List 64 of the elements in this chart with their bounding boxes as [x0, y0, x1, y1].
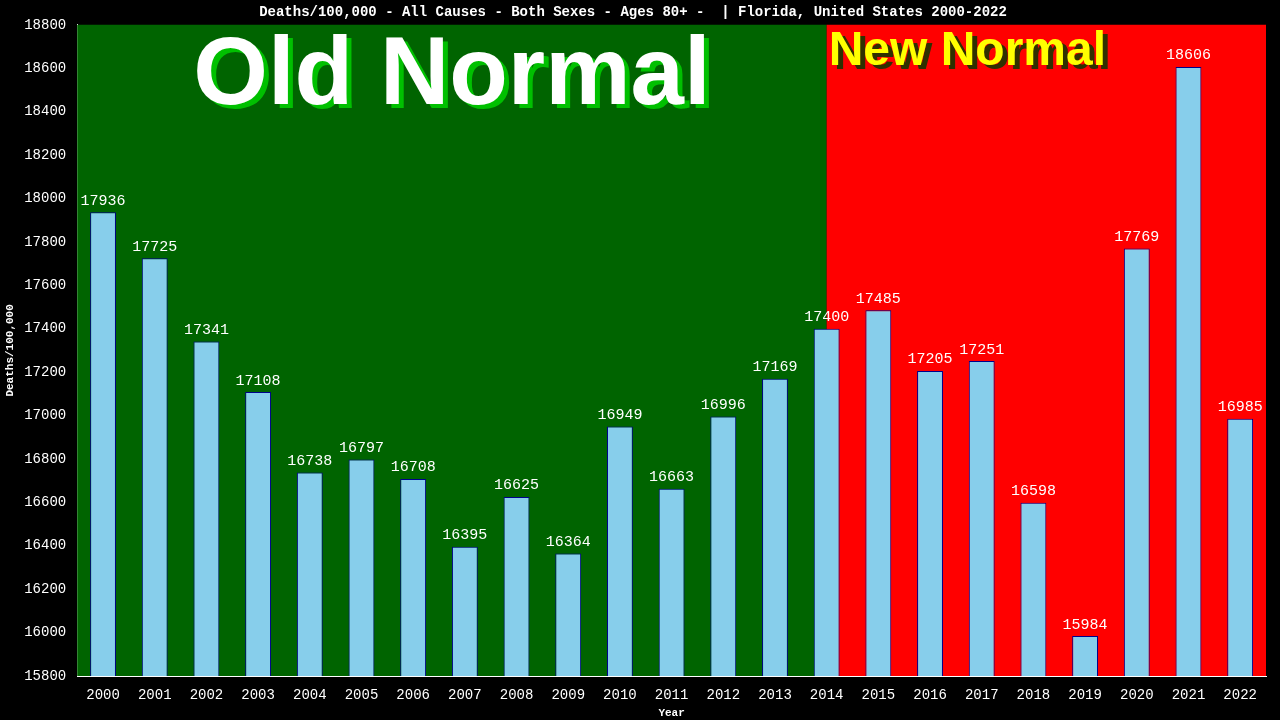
y-tick-label: 16400	[24, 537, 67, 554]
data-label: 16364	[545, 534, 591, 552]
x-tick-label: 2004	[292, 687, 327, 704]
x-tick-label: 2011	[654, 687, 689, 704]
y-tick-label: 18000	[24, 190, 67, 207]
x-tick-label: 2009	[551, 687, 586, 704]
data-label: 16663	[649, 469, 695, 487]
y-axis-title: Deaths/100,000	[4, 304, 17, 397]
y-tick-label: 15800	[24, 667, 67, 684]
y-tick-label: 18400	[24, 103, 67, 120]
y-tick-label: 17000	[24, 407, 67, 424]
x-tick-label: 2013	[758, 687, 792, 704]
data-label: 17769	[1114, 229, 1160, 247]
data-label: 16625	[494, 477, 540, 495]
y-tick-label: 17200	[24, 363, 67, 380]
data-label: 16598	[1010, 483, 1056, 501]
chart-title: Deaths/100,000 - All Causes - Both Sexes - Ages 80+ - | Florida, United States 2000-2022	[259, 3, 1007, 20]
x-tick-label: 2001	[137, 687, 172, 704]
x-tick-label: 2002	[189, 687, 224, 704]
x-tick-label: 2022	[1223, 687, 1257, 704]
data-label: 17251	[959, 341, 1005, 359]
data-label: 16395	[442, 527, 488, 545]
x-tick-label: 2017	[964, 687, 999, 704]
x-tick-label: 2007	[448, 687, 482, 704]
x-tick-label: 2021	[1171, 687, 1206, 704]
data-label: 16797	[338, 440, 384, 458]
x-tick-label: 2010	[603, 687, 637, 704]
data-label: 17936	[80, 192, 126, 210]
data-label: 17341	[183, 321, 229, 339]
x-tick-label: 2016	[913, 687, 947, 704]
x-tick-label: 2006	[396, 687, 430, 704]
data-label: 17485	[855, 290, 901, 308]
data-label: 17108	[235, 372, 281, 390]
x-tick-label: 2015	[861, 687, 896, 704]
data-label: 16996	[700, 396, 746, 414]
y-tick-label: 17400	[24, 320, 67, 337]
data-label: 17725	[132, 238, 178, 256]
y-tick-label: 17800	[24, 233, 67, 250]
data-label: 17169	[752, 359, 798, 377]
x-tick-label: 2003	[241, 687, 275, 704]
x-axis-title: Year	[658, 707, 685, 720]
y-tick-label: 16200	[24, 580, 67, 597]
x-tick-label: 2008	[499, 687, 534, 704]
x-tick-label: 2000	[86, 687, 120, 704]
data-label: 16708	[390, 459, 436, 477]
data-label: 18606	[1165, 47, 1211, 65]
x-tick-label: 2012	[706, 687, 741, 704]
data-label: 15984	[1062, 616, 1108, 634]
y-tick-label: 18600	[24, 59, 67, 76]
x-tick-label: 2020	[1119, 687, 1154, 704]
x-tick-label: 2019	[1068, 687, 1102, 704]
y-tick-label: 16800	[24, 450, 67, 467]
x-tick-label: 2005	[344, 687, 379, 704]
x-tick-label: 2018	[1016, 687, 1051, 704]
y-tick-label: 18800	[24, 16, 67, 33]
x-tick-label: 2014	[809, 687, 844, 704]
y-tick-label: 17600	[24, 276, 67, 293]
data-label: 17205	[907, 351, 953, 369]
data-label: 16738	[287, 452, 333, 470]
data-label: 16985	[1217, 399, 1263, 417]
data-label: 16949	[597, 407, 643, 425]
y-tick-label: 16000	[24, 624, 67, 641]
y-tick-label: 18200	[24, 146, 67, 163]
y-tick-label: 16600	[24, 494, 67, 511]
